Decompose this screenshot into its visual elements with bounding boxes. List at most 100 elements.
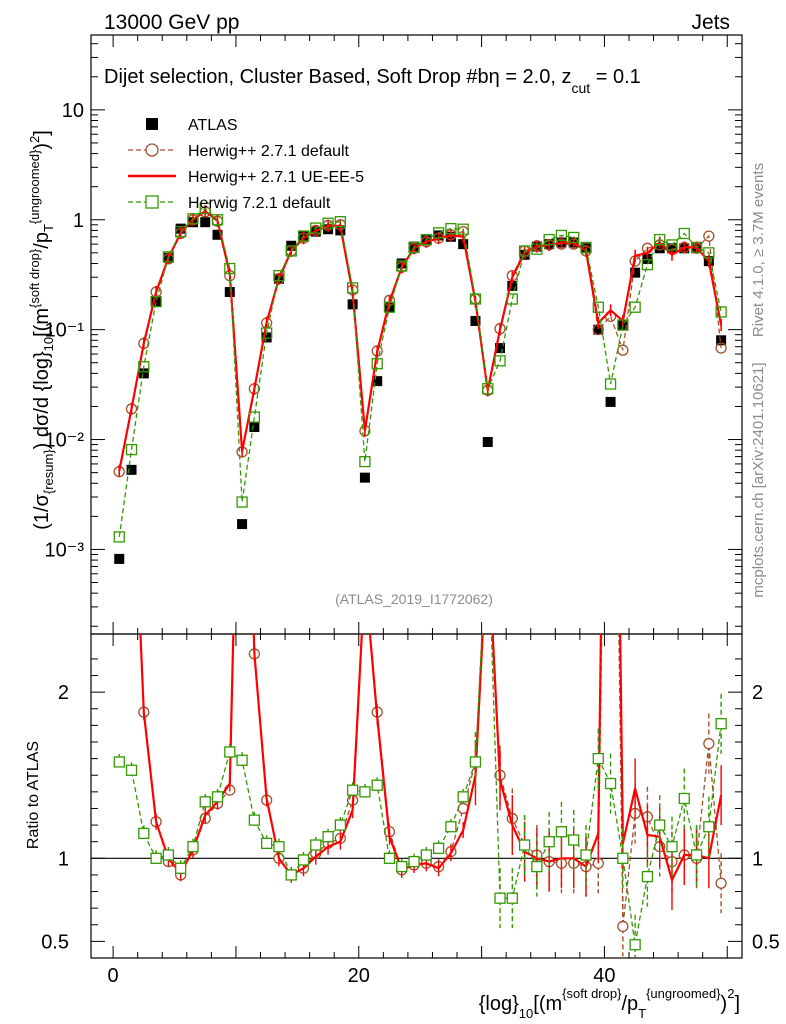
mc-point — [383, 301, 396, 313]
ratio-point — [617, 852, 629, 864]
y-tick-label: 10⁻³ — [45, 539, 85, 561]
atlas-data-point — [482, 436, 493, 447]
ratio-point — [187, 841, 199, 853]
ratio-tick-label: 0.5 — [752, 931, 780, 953]
mc-point — [678, 227, 690, 240]
ratio-curve — [118, 634, 722, 945]
plot-title: Dijet selection, Cluster Based, Soft Dro… — [104, 66, 641, 96]
ratio-point — [162, 849, 175, 861]
atlas-data-point — [212, 229, 223, 240]
atlas-data-point — [470, 315, 481, 326]
mc-curve — [118, 209, 723, 471]
mc-point — [396, 260, 408, 272]
mc-point — [666, 239, 678, 251]
atlas-data-point — [716, 335, 727, 346]
mc-point — [654, 233, 666, 246]
ratio-point — [334, 819, 346, 831]
ratio-panel-frame — [90, 633, 743, 959]
atlas-data-point — [126, 464, 137, 475]
mc-point — [138, 361, 150, 373]
ratio-point — [543, 836, 555, 848]
ratio-point — [237, 272, 247, 282]
mc-point — [175, 225, 187, 238]
ratio-point — [408, 855, 420, 868]
mc-point — [703, 247, 715, 259]
ratio-tick-label: 1 — [752, 848, 763, 870]
ratio-point — [703, 821, 715, 833]
ratio-point — [469, 756, 482, 768]
legend-label: ATLAS — [188, 117, 238, 134]
ratio-point — [420, 849, 432, 861]
y-tick-label: 10 — [62, 100, 84, 122]
mcplots-label: mcplots.cern.ch [arXiv:2401.10621] — [750, 362, 767, 597]
mc-curve — [118, 207, 722, 537]
mc-point — [359, 455, 371, 468]
ratio-point — [236, 754, 248, 766]
mc-point — [543, 233, 555, 246]
ratio-point — [285, 869, 297, 881]
mc-point — [420, 233, 432, 246]
ratio-point — [310, 839, 322, 851]
mc-point — [297, 230, 310, 242]
atlas-data-point — [359, 472, 370, 483]
mc-point — [445, 222, 457, 235]
ratio-point — [580, 849, 592, 861]
jets-label: Jets — [691, 11, 730, 34]
ratio-point — [715, 718, 727, 730]
ratio-point — [690, 849, 703, 861]
atlas-data-point — [593, 324, 604, 335]
ratio-point — [322, 831, 334, 843]
ratio-point — [555, 826, 568, 838]
ratio-point — [457, 791, 469, 803]
x-tick-label: 20 — [348, 965, 370, 987]
ratio-point — [175, 862, 187, 874]
ratio-point — [606, 23, 616, 33]
ratio-tick-label: 0.5 — [41, 931, 69, 953]
mc-point — [592, 301, 604, 313]
atlas-data-point — [642, 253, 653, 264]
ratio-point — [568, 834, 580, 846]
atlas-data-point — [237, 519, 248, 530]
ratio-point — [150, 852, 162, 864]
mc-point — [260, 327, 273, 339]
ratio-point — [138, 827, 150, 840]
mc-point — [568, 231, 580, 244]
ratio-point — [715, 877, 727, 889]
ratio-tick-label: 2 — [752, 682, 763, 704]
ratio-point — [273, 841, 285, 853]
ratio-point — [346, 784, 359, 796]
mc-point — [617, 319, 629, 331]
mc-point — [469, 293, 482, 305]
atlas-data-point — [249, 422, 260, 433]
x-tick-label: 40 — [593, 965, 615, 987]
y-tick-label: 10⁻¹ — [45, 320, 85, 342]
mc-point — [641, 259, 654, 271]
mc-point — [457, 223, 469, 235]
atlas-data-point — [138, 368, 149, 379]
mc-point — [408, 241, 420, 254]
atlas-data-point — [151, 296, 162, 307]
atlas-data-point — [261, 332, 272, 343]
mc-point — [273, 270, 285, 282]
ratio-point — [260, 837, 273, 850]
ratio-point — [248, 814, 261, 826]
ratio-point — [199, 796, 211, 808]
ratio-point — [506, 892, 518, 904]
mc-point — [494, 355, 506, 367]
mc-point — [432, 227, 445, 239]
ratio-point — [383, 852, 396, 864]
ratio-point — [396, 860, 408, 873]
ratio-tick-label: 2 — [58, 682, 69, 704]
mc-point — [715, 342, 727, 354]
ratio-point — [371, 779, 383, 791]
ratio-point — [494, 892, 506, 904]
ratio-curve — [139, 634, 722, 927]
ratio-point — [654, 819, 666, 831]
mc-point — [248, 411, 261, 423]
mc-point — [518, 245, 531, 257]
mc-point — [125, 443, 138, 456]
mc-point — [224, 262, 236, 275]
ratio-point — [666, 841, 678, 853]
x-axis-label: {log}10[(m{soft drop}/pT{ungroomed})2] — [479, 986, 740, 1021]
